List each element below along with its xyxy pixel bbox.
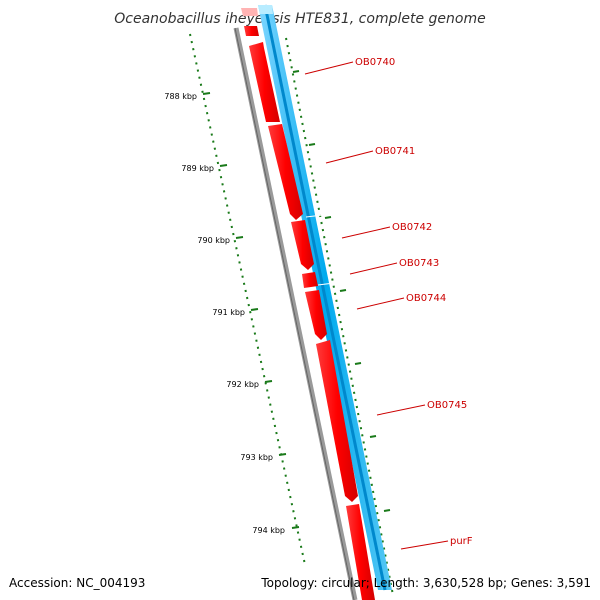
reverse-strand-genes <box>258 4 392 591</box>
gene-label-ob0740[interactable]: OB0740 <box>355 57 395 68</box>
gene-label-ob0744[interactable]: OB0744 <box>406 293 446 304</box>
major-tick <box>202 92 211 95</box>
major-tick <box>278 453 287 456</box>
scale-label: 793 kbp <box>240 453 273 462</box>
scale-label: 791 kbp <box>212 308 245 317</box>
gene-label-purf[interactable]: purF <box>450 536 473 547</box>
backbone <box>233 27 358 600</box>
scale-label: 788 kbp <box>164 92 197 101</box>
genome-summary-text: Topology: circular; Length: 3,630,528 bp… <box>260 576 591 590</box>
gene-label-ob0745[interactable]: OB0745 <box>427 400 467 411</box>
scale-label: 790 kbp <box>197 236 230 245</box>
scale-label: 789 kbp <box>181 164 214 173</box>
major-tick <box>369 435 377 438</box>
scale-labels: 788 kbp 789 kbp 790 kbp 791 kbp 792 kbp … <box>164 92 285 535</box>
gene-label-ob0742[interactable]: OB0742 <box>392 222 432 233</box>
major-tick-marks <box>202 70 391 529</box>
major-tick <box>292 70 300 73</box>
major-tick <box>264 380 273 383</box>
major-tick <box>339 289 347 292</box>
scale-label: 794 kbp <box>252 526 285 535</box>
major-tick <box>383 509 391 512</box>
major-tick <box>219 164 228 167</box>
map-title: Oceanobacillus iheyensis HTE831, complet… <box>114 11 485 27</box>
major-tick <box>324 216 332 219</box>
gene-label-ob0743[interactable]: OB0743 <box>399 258 439 269</box>
scale-label: 792 kbp <box>226 380 259 389</box>
gene-callouts <box>304 61 449 550</box>
major-tick <box>308 143 316 146</box>
accession-text: Accession: NC_004193 <box>9 576 145 590</box>
forward-strand-genes <box>241 8 375 600</box>
gene-label-ob0741[interactable]: OB0741 <box>375 146 415 157</box>
major-tick <box>291 526 300 529</box>
major-tick <box>235 236 244 239</box>
major-tick <box>250 308 259 311</box>
tick-marks <box>189 33 394 593</box>
major-tick <box>354 362 362 365</box>
gene-labels: OB0740 OB0741 OB0742 OB0743 OB0744 OB074… <box>355 57 473 547</box>
